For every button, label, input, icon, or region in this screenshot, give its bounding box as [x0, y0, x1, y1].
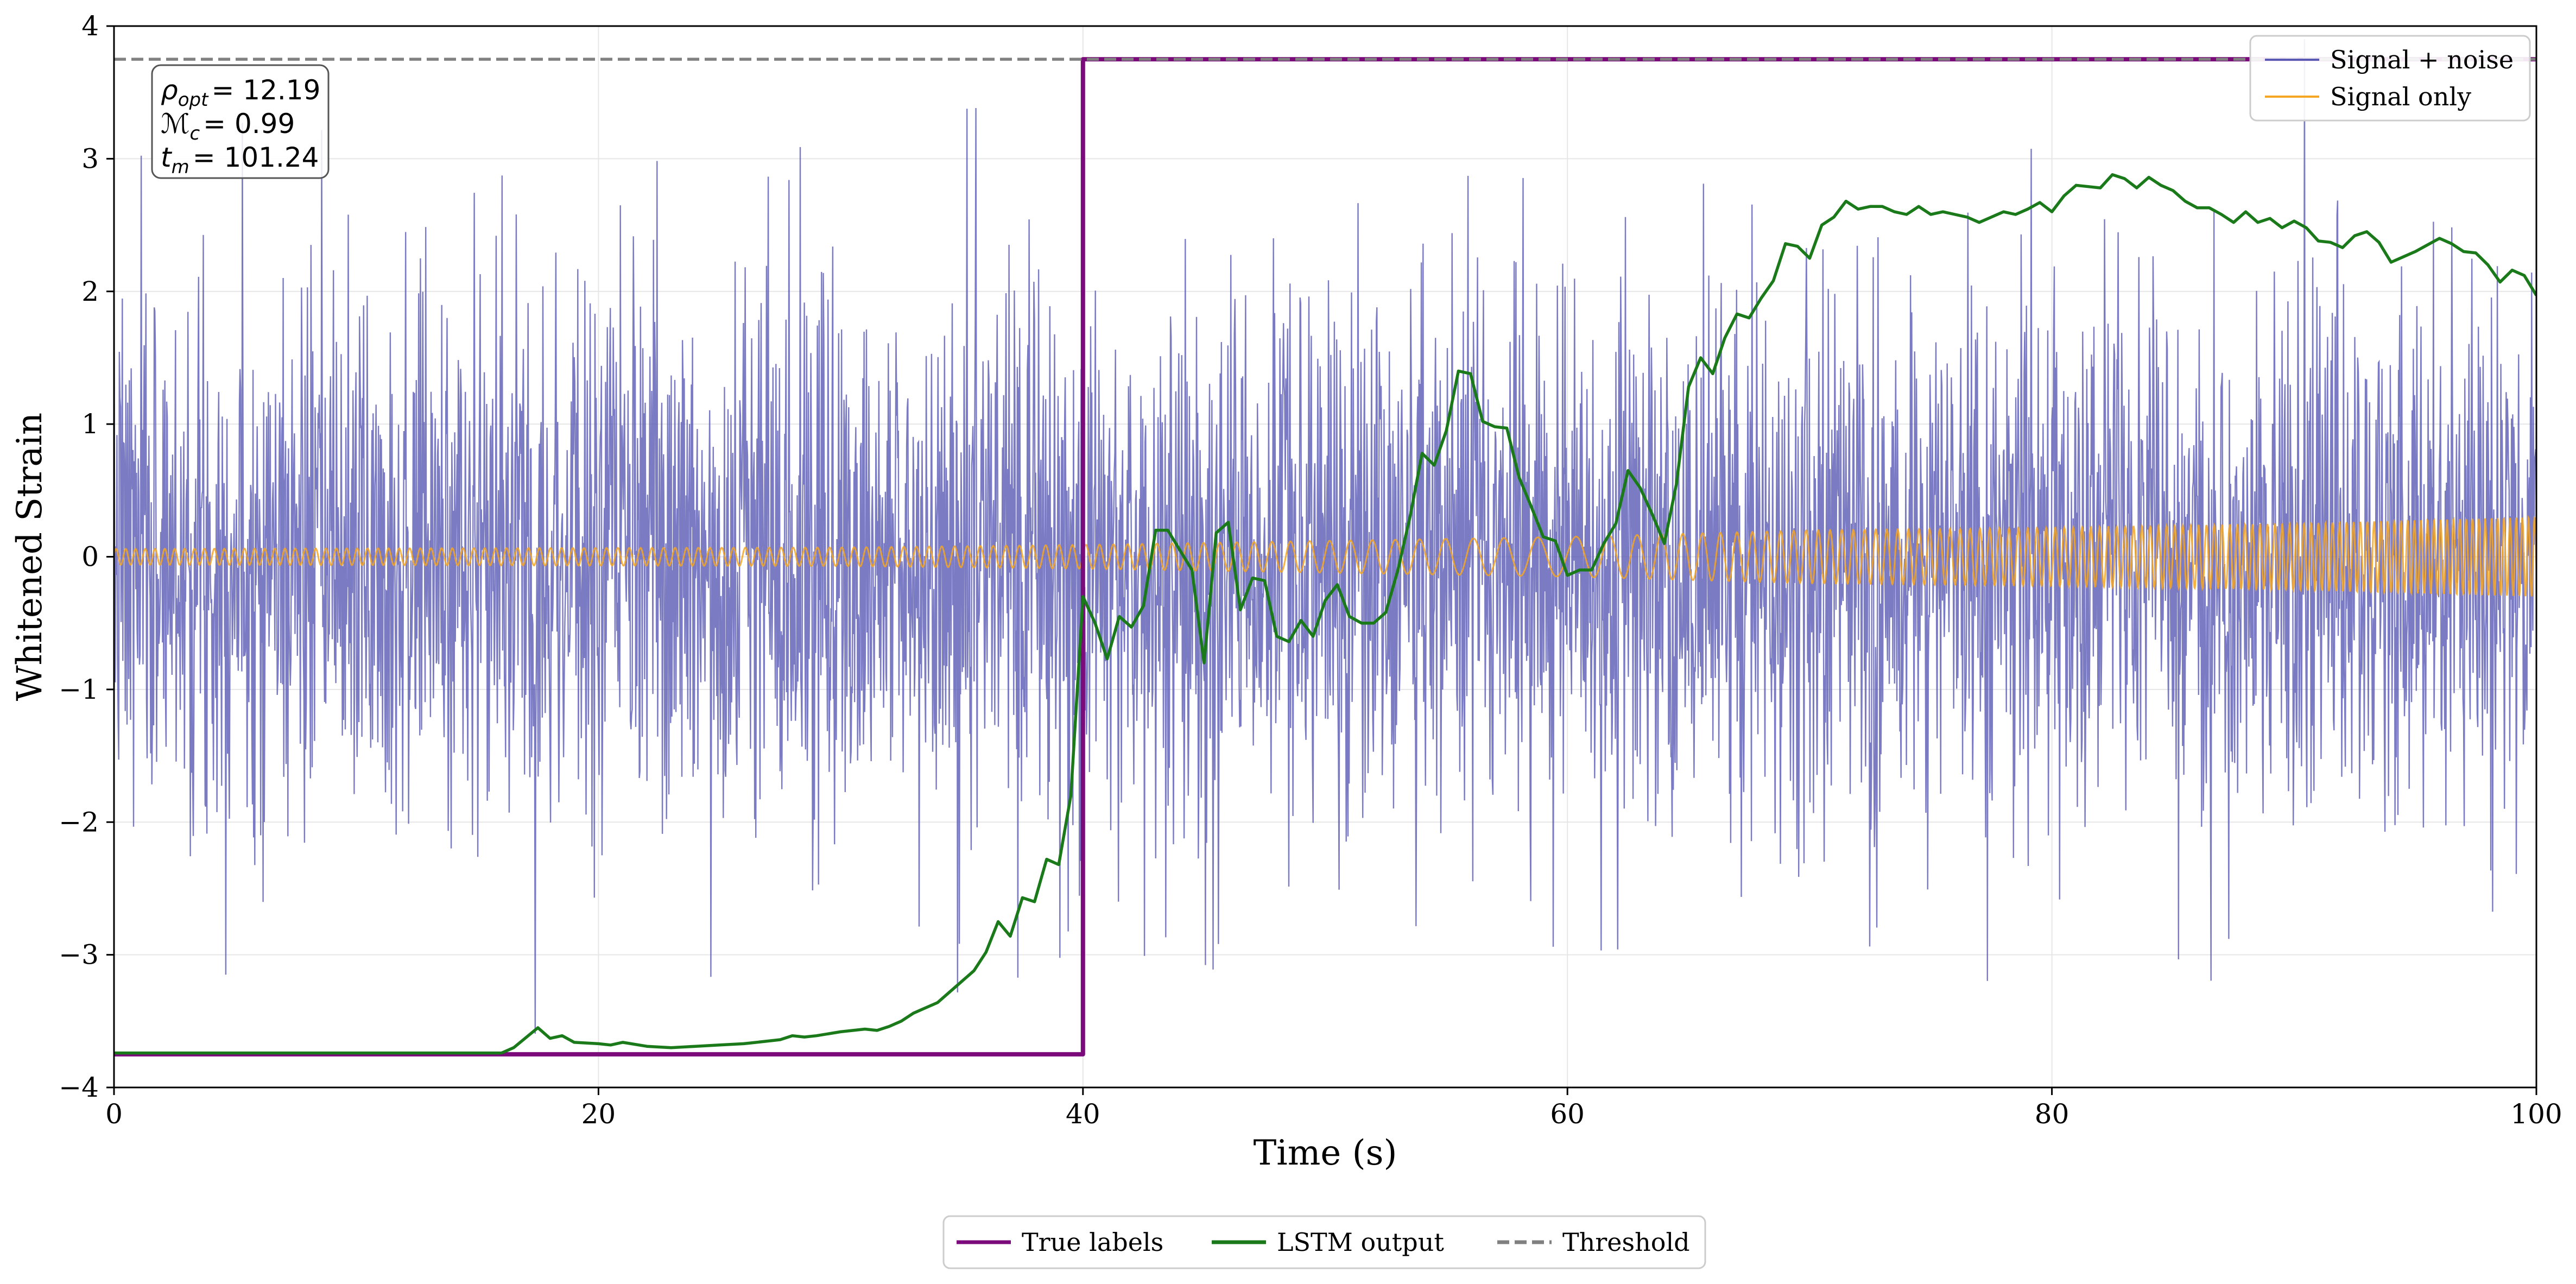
- annotation-subscript: m: [172, 156, 189, 178]
- annotation-value: = 0.99: [203, 108, 295, 140]
- annotation-symbol: t: [161, 142, 173, 173]
- annotation-line: ℳc = 0.99: [161, 108, 295, 144]
- legend-inner: Signal + noise Signal only: [2249, 35, 2531, 122]
- y-axis-label: Whitened Strain: [10, 413, 50, 701]
- y-tick-label: 2: [81, 276, 99, 307]
- legend-outer-frame: [942, 1215, 1706, 1269]
- y-tick-label: 1: [81, 408, 99, 440]
- annotation-line: ρopt = 12.19: [161, 74, 320, 111]
- series-signal-noise-line: [114, 39, 2536, 1034]
- legend-outer-label: Threshold: [1562, 1228, 1690, 1257]
- legend-outer: True labels LSTM output Threshold: [942, 1215, 1706, 1269]
- annotation-subscript: opt: [178, 89, 209, 111]
- annotation-symbol: ρ: [161, 74, 178, 106]
- y-tick-label: −3: [59, 939, 99, 971]
- y-tick-label: 4: [81, 10, 99, 42]
- series-lstm-output-line: [114, 173, 2536, 1055]
- legend-inner-label: Signal + noise: [2330, 45, 2514, 74]
- legend-outer-label: True labels: [1022, 1228, 1163, 1257]
- x-tick-label: 40: [1066, 1098, 1100, 1130]
- x-tick-label: 60: [1550, 1098, 1585, 1130]
- y-tick-label: −4: [59, 1072, 99, 1103]
- x-tick-label: 0: [105, 1098, 123, 1130]
- annotation-symbol: ℳ: [161, 108, 189, 140]
- data-layer: [114, 39, 2536, 1057]
- y-tick-label: 3: [81, 143, 99, 174]
- x-tick-label: 100: [2510, 1098, 2562, 1130]
- y-tick-label: −1: [59, 674, 99, 705]
- y-tick-label: 0: [81, 541, 99, 573]
- y-tick-label: −2: [59, 806, 99, 838]
- annotation-line: tm = 101.24: [161, 142, 319, 178]
- annotation-value: = 101.24: [193, 142, 319, 173]
- x-tick-label: 80: [2035, 1098, 2069, 1130]
- x-axis-label: Time (s): [1254, 1133, 1397, 1173]
- axis-layer: 0 20 40 60 80 100 −4 −3 −2 −1 0 1 2 3 4 Time (s) Whitene…: [10, 10, 2562, 1173]
- legend-inner-frame: [2249, 35, 2531, 122]
- legend-outer-label: LSTM output: [1277, 1228, 1444, 1257]
- annotation-frame: [151, 64, 330, 179]
- series-signal-only-line: [114, 515, 2536, 597]
- x-tick-label: 20: [581, 1098, 616, 1130]
- annotation-value: = 12.19: [211, 74, 320, 106]
- legend-inner-label: Signal only: [2330, 82, 2471, 111]
- annotation-subscript: c: [189, 123, 200, 144]
